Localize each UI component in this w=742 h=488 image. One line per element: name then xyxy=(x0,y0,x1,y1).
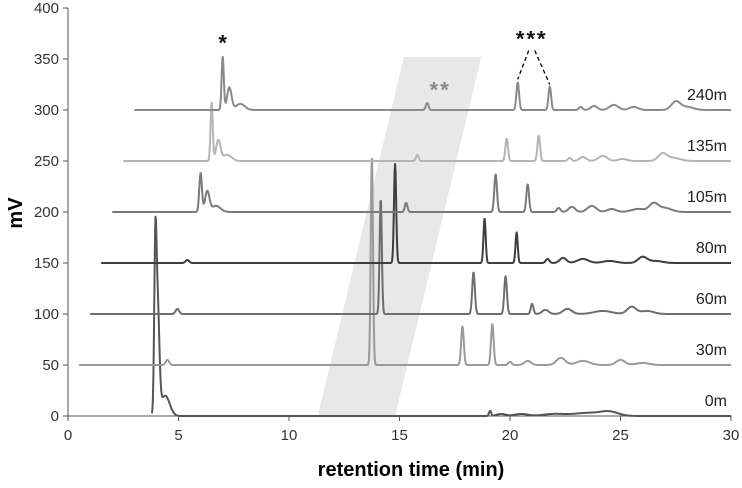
triple-asterisk-pointer xyxy=(534,50,551,85)
x-tick-label: 30 xyxy=(723,427,740,444)
x-axis-title: retention time (min) xyxy=(318,459,505,481)
highlight-band-layer xyxy=(317,56,482,417)
triple-asterisk-marker: *** xyxy=(516,27,548,52)
y-tick-label: 200 xyxy=(34,204,59,221)
trace-80m xyxy=(100,163,732,264)
y-axis-title: mV xyxy=(5,197,27,229)
trace-label-240m: 240m xyxy=(687,87,727,104)
y-tick-label: 150 xyxy=(34,255,59,272)
trace-label-80m: 80m xyxy=(696,240,727,257)
x-tick-label: 20 xyxy=(502,427,519,444)
trace-label-105m: 105m xyxy=(687,189,727,206)
trace-0m xyxy=(150,215,732,417)
trace-240m xyxy=(133,55,732,111)
y-tick-label: 100 xyxy=(34,306,59,323)
y-tick-label: 0 xyxy=(51,408,59,425)
y-tick-label: 350 xyxy=(34,51,59,68)
trace-60m xyxy=(89,200,732,315)
x-tick-label: 5 xyxy=(174,427,182,444)
x-tick-label: 25 xyxy=(612,427,629,444)
single-asterisk-marker: * xyxy=(218,31,227,56)
traces-layer xyxy=(78,55,732,417)
trace-135m xyxy=(122,101,732,162)
triple-asterisk-pointer xyxy=(517,50,530,80)
x-tick-label: 10 xyxy=(281,427,298,444)
trace-30m xyxy=(78,158,732,366)
annotations-layer: ****** xyxy=(218,27,551,103)
y-tick-label: 250 xyxy=(34,153,59,170)
trace-labels-layer: 0m 30m 60m 80m 105m 135m 240m xyxy=(687,87,727,410)
y-tick-label: 50 xyxy=(42,357,59,374)
double-asterisk-marker: ** xyxy=(430,78,451,103)
x-tick-label: 15 xyxy=(391,427,408,444)
x-tick-label: 0 xyxy=(64,427,72,444)
trace-label-30m: 30m xyxy=(696,342,727,359)
y-tick-label: 400 xyxy=(34,0,59,17)
trace-label-60m: 60m xyxy=(696,291,727,308)
trace-label-135m: 135m xyxy=(687,138,727,155)
trace-105m xyxy=(111,172,732,213)
y-tick-label: 300 xyxy=(34,102,59,119)
trace-label-0m: 0m xyxy=(705,393,727,410)
highlight-band xyxy=(317,56,482,417)
